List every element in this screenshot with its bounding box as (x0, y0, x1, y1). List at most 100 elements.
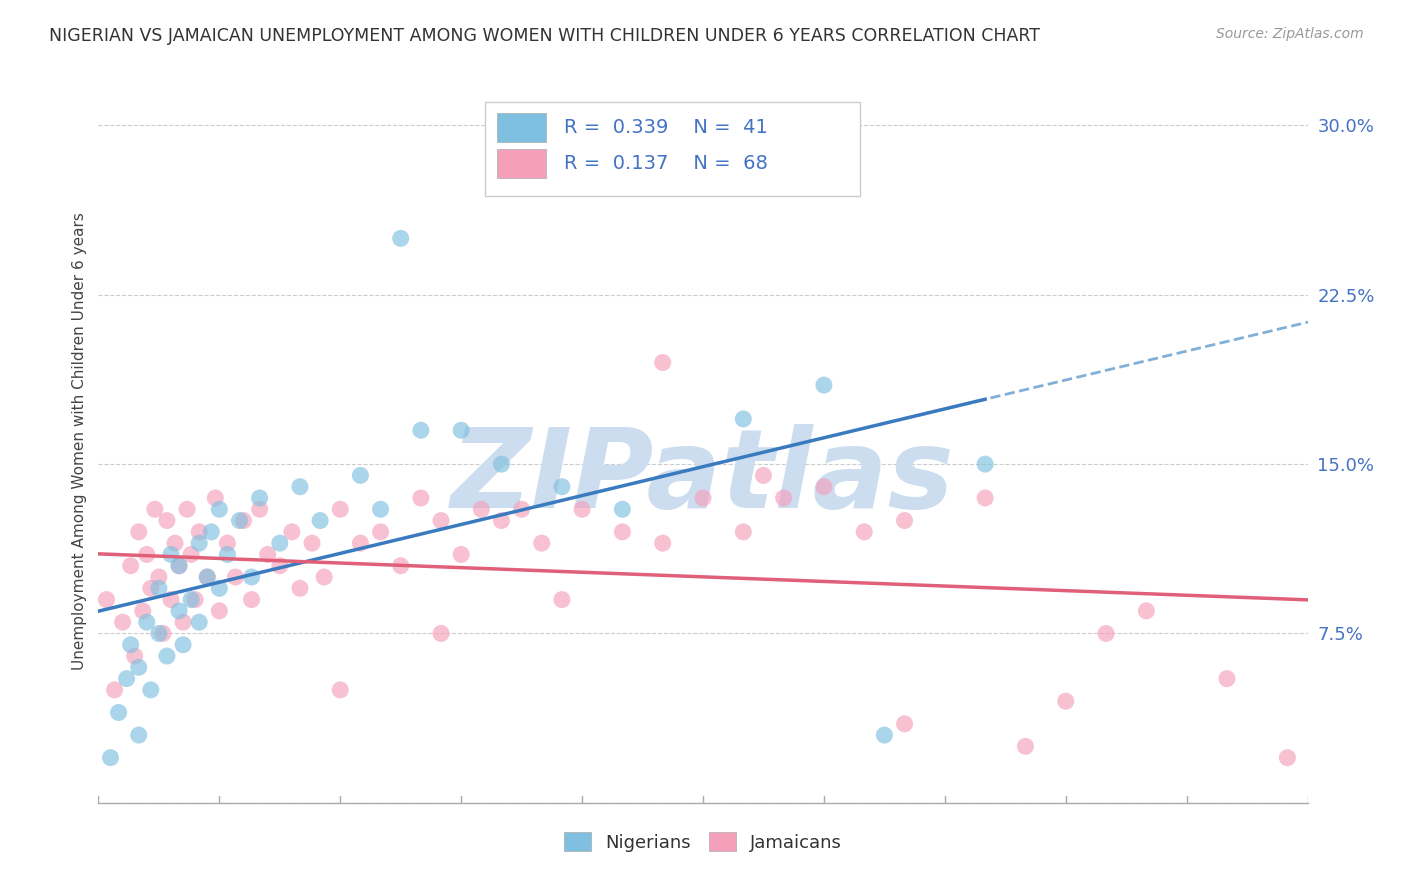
Point (172, 615, 194, 630)
Point (349, 536, 371, 550)
Point (893, 716, 915, 731)
FancyBboxPatch shape (485, 102, 860, 196)
Point (409, 423, 432, 437)
Point (813, 378, 835, 392)
Point (160, 592, 183, 607)
Point (309, 514, 332, 528)
Point (551, 592, 574, 607)
Point (571, 502, 593, 516)
Point (128, 660, 150, 674)
Point (450, 423, 472, 437)
Point (195, 570, 218, 584)
Point (510, 502, 533, 516)
Point (217, 536, 239, 550)
Text: Source: ZipAtlas.com: Source: ZipAtlas.com (1216, 27, 1364, 41)
Text: ZIPatlas: ZIPatlas (451, 425, 955, 531)
Point (148, 582, 170, 596)
Point (204, 491, 226, 505)
Point (612, 524, 634, 539)
Point (240, 592, 263, 607)
Point (120, 638, 142, 652)
Point (772, 491, 794, 505)
Text: NIGERIAN VS JAMAICAN UNEMPLOYMENT AMONG WOMEN WITH CHILDREN UNDER 6 YEARS CORREL: NIGERIAN VS JAMAICAN UNEMPLOYMENT AMONG … (49, 27, 1040, 45)
Point (128, 728, 150, 742)
Point (612, 502, 634, 516)
Point (1054, 694, 1077, 708)
Point (389, 558, 412, 573)
Point (148, 570, 170, 584)
Point (470, 502, 492, 516)
Point (733, 524, 755, 539)
Point (188, 524, 211, 539)
Point (813, 480, 835, 494)
Point (1135, 604, 1157, 618)
Point (651, 355, 673, 369)
Point (329, 682, 352, 697)
Point (107, 706, 129, 720)
Point (240, 570, 263, 584)
Point (208, 582, 231, 596)
Point (96, 592, 118, 607)
Point (139, 582, 162, 596)
Point (873, 728, 896, 742)
Point (450, 548, 472, 562)
Point (288, 480, 311, 494)
Point (188, 615, 211, 630)
Point (692, 491, 714, 505)
Point (160, 548, 183, 562)
Point (103, 682, 125, 697)
Point (217, 548, 239, 562)
Point (249, 502, 271, 516)
Point (232, 514, 254, 528)
Point (430, 514, 453, 528)
Point (176, 502, 198, 516)
Point (111, 615, 134, 630)
Point (200, 524, 222, 539)
Point (143, 502, 166, 516)
Point (314, 570, 336, 584)
Point (269, 558, 291, 573)
Point (853, 524, 876, 539)
Point (100, 750, 122, 764)
Point (132, 604, 155, 618)
Point (135, 615, 157, 630)
Point (1216, 672, 1239, 686)
Point (135, 548, 157, 562)
Point (156, 648, 179, 663)
Point (256, 548, 278, 562)
Point (491, 514, 513, 528)
Point (180, 592, 202, 607)
Point (139, 682, 162, 697)
Point (224, 570, 246, 584)
Point (893, 514, 915, 528)
Point (349, 468, 371, 483)
Point (208, 502, 231, 516)
Point (733, 412, 755, 426)
Point (195, 570, 218, 584)
Point (115, 672, 138, 686)
Legend: Nigerians, Jamaicans: Nigerians, Jamaicans (557, 825, 849, 859)
Point (491, 457, 513, 471)
Point (163, 536, 186, 550)
Point (530, 536, 553, 550)
Point (172, 638, 194, 652)
Point (167, 604, 190, 618)
Point (188, 536, 211, 550)
Point (752, 468, 775, 483)
Text: R =  0.339    N =  41: R = 0.339 N = 41 (564, 118, 768, 136)
Point (184, 592, 207, 607)
Point (430, 626, 453, 640)
Point (1277, 750, 1299, 764)
Point (152, 626, 174, 640)
Point (974, 491, 997, 505)
Point (167, 558, 190, 573)
Point (228, 514, 250, 528)
Point (120, 558, 142, 573)
Point (148, 626, 170, 640)
Point (1014, 739, 1036, 754)
Point (409, 491, 432, 505)
Point (156, 514, 179, 528)
Point (281, 524, 304, 539)
Point (551, 480, 574, 494)
Point (128, 524, 150, 539)
